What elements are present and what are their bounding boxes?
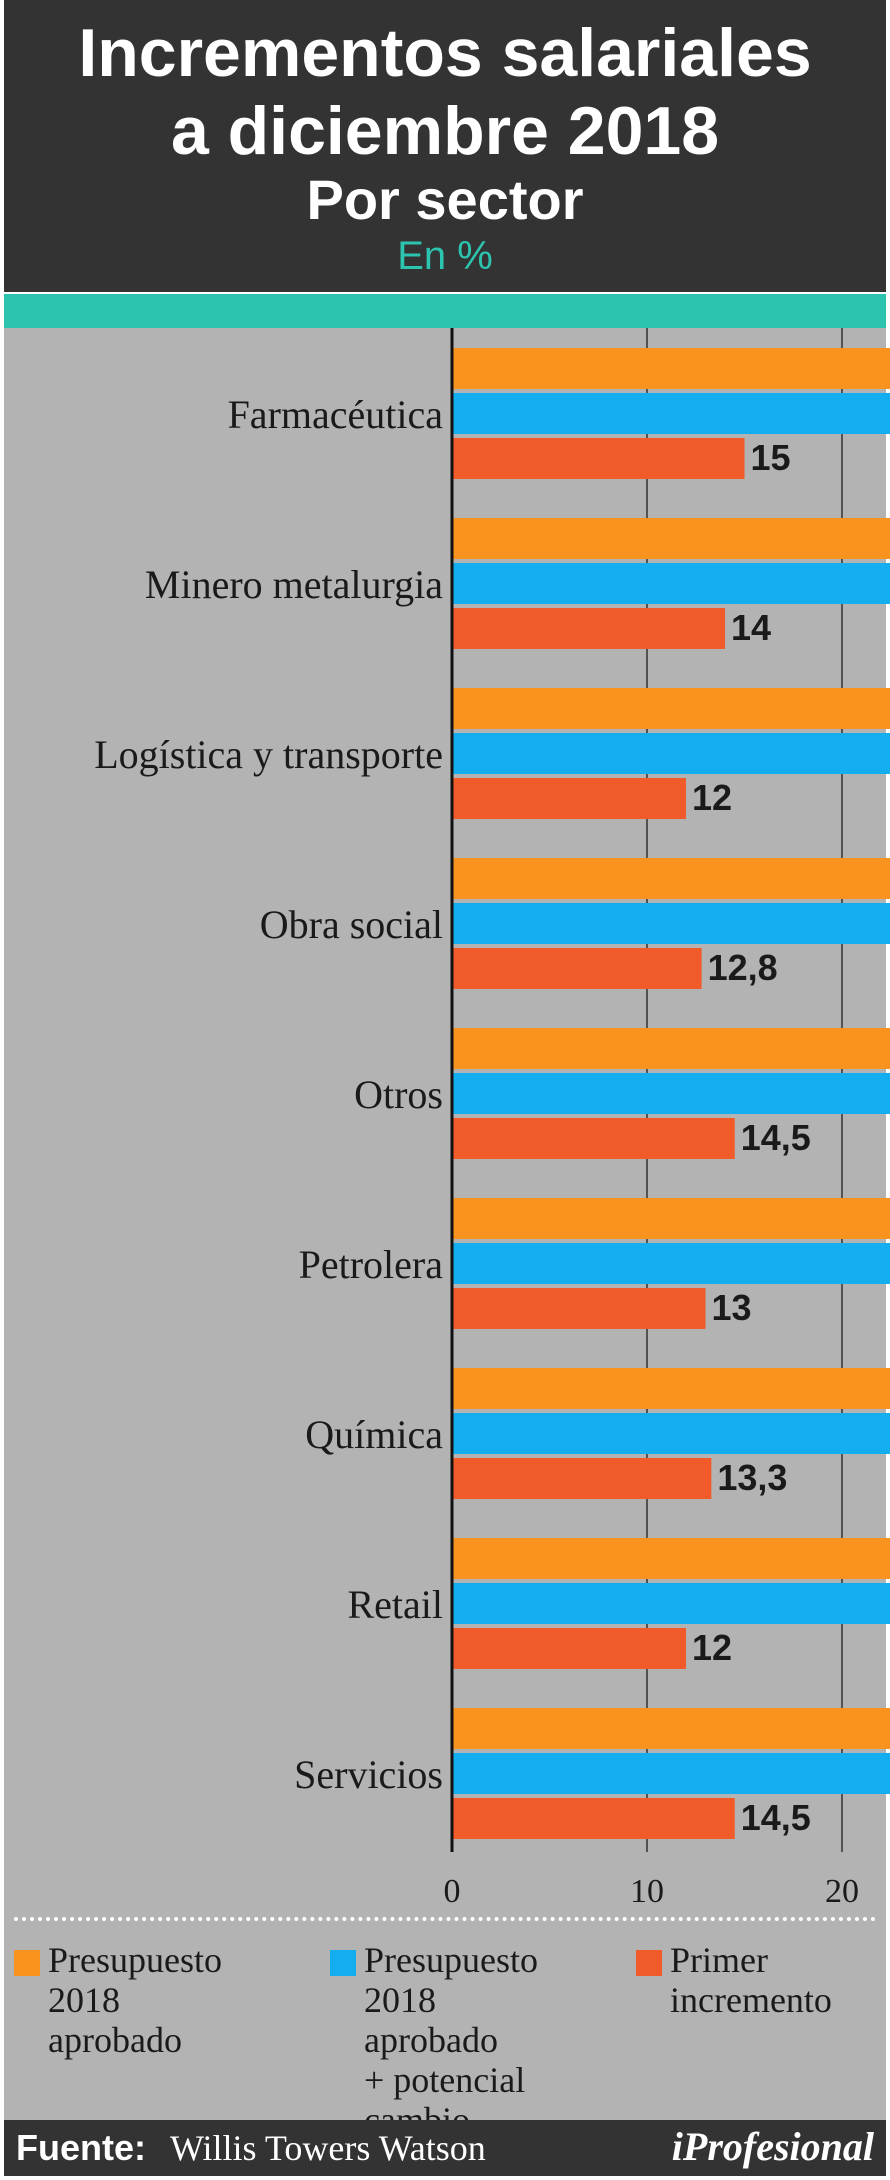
category-label: Minero metalurgia <box>145 562 443 607</box>
category-label: Logística y transporte <box>94 732 443 777</box>
title-line-2: a diciembre 2018 <box>170 93 720 169</box>
bar-2 <box>453 1583 890 1624</box>
bar-1 <box>453 858 890 899</box>
bar-1 <box>453 1368 890 1409</box>
bar-1 <box>453 1708 890 1749</box>
x-tick-label: 10 <box>630 1873 664 1910</box>
bar-3 <box>453 1798 735 1839</box>
legend-swatch-orange <box>14 1950 40 1976</box>
bar-1 <box>453 518 890 559</box>
bar-1 <box>453 1028 890 1069</box>
bar-3 <box>453 1628 686 1669</box>
legend-text: Primer incremento <box>670 1940 832 2020</box>
bar-2 <box>453 1753 890 1794</box>
bar-3 <box>453 438 745 479</box>
value-label: 13 <box>712 1287 752 1328</box>
category-label: Petrolera <box>299 1242 444 1287</box>
brand-logo: iProfesional <box>671 2124 874 2169</box>
unit-label: En % <box>397 234 493 278</box>
title-line-1: Incrementos salariales <box>78 15 812 91</box>
bar-2 <box>453 903 890 944</box>
bar-3 <box>453 778 686 819</box>
bar-2 <box>453 563 890 604</box>
bar-2 <box>453 733 890 774</box>
chart-subtitle: Por sector <box>306 168 584 231</box>
bar-1 <box>453 1538 890 1579</box>
category-label: Obra social <box>260 902 443 947</box>
value-label: 12 <box>692 1627 732 1668</box>
legend-divider <box>14 1917 876 1921</box>
x-tick-label: 0 <box>444 1873 461 1910</box>
bar-3 <box>453 948 702 989</box>
chart-title: Incrementos salariales a diciembre 2018 <box>4 14 886 170</box>
source-label: Fuente: <box>16 2127 146 2168</box>
bar-3 <box>453 1288 706 1329</box>
bar-2 <box>453 1073 890 1114</box>
bar-1 <box>453 1198 890 1239</box>
legend-text: Presupuesto 2018 aprobado <box>48 1940 222 2060</box>
value-label: 14,5 <box>741 1797 811 1838</box>
category-label: Otros <box>354 1072 443 1117</box>
footer-bar: Fuente: Willis Towers Watson iProfesiona… <box>4 2120 886 2176</box>
bar-1 <box>453 688 890 729</box>
axis: 010203040 <box>444 328 859 1910</box>
value-label: 13,3 <box>717 1457 787 1498</box>
legend-swatch-blue <box>330 1950 356 1976</box>
value-label: 14 <box>731 607 771 648</box>
bar-3 <box>453 608 725 649</box>
x-tick-label: 20 <box>825 1873 859 1910</box>
value-label: 14,5 <box>741 1117 811 1158</box>
category-label: Retail <box>347 1582 443 1627</box>
labels: 30,433,715Farmacéutica29,132,914Minero m… <box>94 392 811 1838</box>
category-label: Farmacéutica <box>228 392 444 437</box>
category-label: Química <box>305 1412 443 1457</box>
source-value: Willis Towers Watson <box>170 2128 486 2168</box>
value-label: 15 <box>751 437 791 478</box>
category-label: Servicios <box>294 1752 443 1797</box>
bar-3 <box>453 1118 735 1159</box>
header-banner: Incrementos salariales a diciembre 2018 … <box>4 0 886 292</box>
bars <box>453 348 890 1839</box>
bar-2 <box>453 393 890 434</box>
bar-1 <box>453 348 890 389</box>
accent-band <box>4 294 886 328</box>
bar-2 <box>453 1413 890 1454</box>
value-label: 12 <box>692 777 732 818</box>
legend-swatch-red <box>636 1950 662 1976</box>
bar-2 <box>453 1243 890 1284</box>
value-label: 12,8 <box>708 947 778 988</box>
bar-3 <box>453 1458 712 1499</box>
